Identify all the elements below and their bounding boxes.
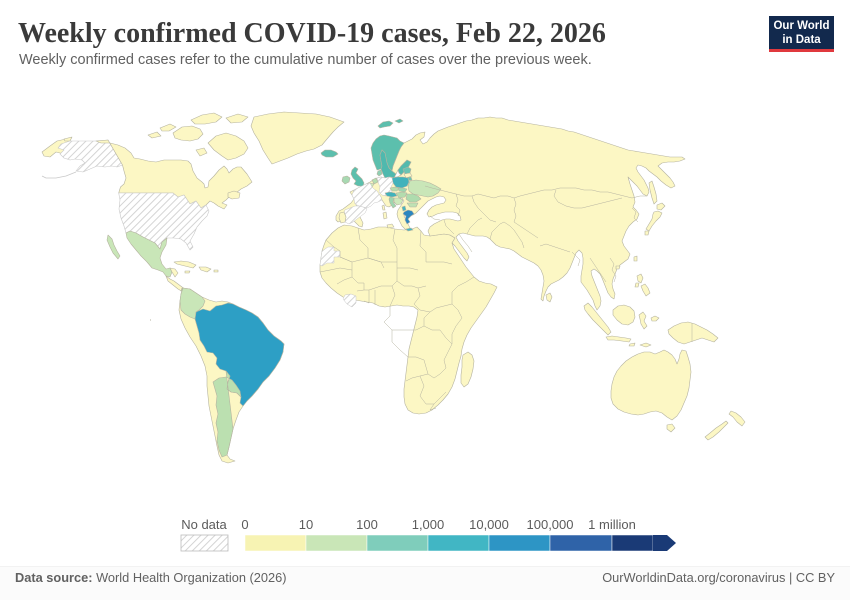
svg-text:100,000: 100,000 [527,517,574,532]
svg-text:10: 10 [299,517,313,532]
svg-text:10,000: 10,000 [469,517,509,532]
svg-text:100: 100 [356,517,378,532]
svg-text:0: 0 [241,517,248,532]
svg-text:No data: No data [181,517,227,532]
svg-text:1,000: 1,000 [412,517,445,532]
svg-text:1 million: 1 million [588,517,636,532]
